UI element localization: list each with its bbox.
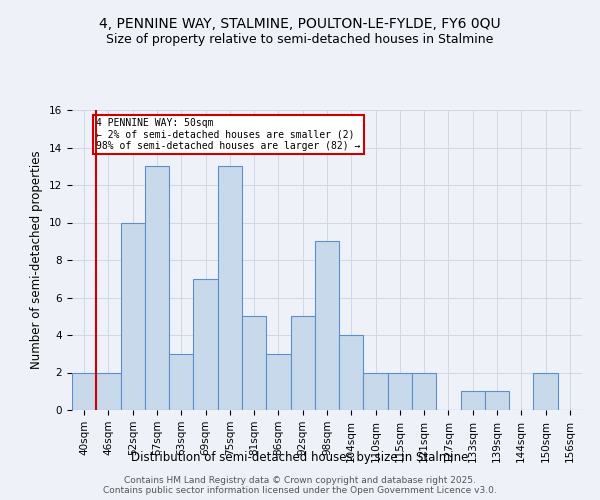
- Bar: [266, 354, 290, 410]
- Bar: [193, 279, 218, 410]
- Bar: [461, 391, 485, 410]
- Text: 4, PENNINE WAY, STALMINE, POULTON-LE-FYLDE, FY6 0QU: 4, PENNINE WAY, STALMINE, POULTON-LE-FYL…: [99, 18, 501, 32]
- Bar: [218, 166, 242, 410]
- Bar: [290, 316, 315, 410]
- Bar: [315, 242, 339, 410]
- Text: 4 PENNINE WAY: 50sqm
← 2% of semi-detached houses are smaller (2)
98% of semi-de: 4 PENNINE WAY: 50sqm ← 2% of semi-detach…: [96, 118, 361, 150]
- Bar: [412, 372, 436, 410]
- Bar: [533, 372, 558, 410]
- Bar: [388, 372, 412, 410]
- Text: Contains HM Land Registry data © Crown copyright and database right 2025.
Contai: Contains HM Land Registry data © Crown c…: [103, 476, 497, 495]
- Bar: [364, 372, 388, 410]
- Y-axis label: Number of semi-detached properties: Number of semi-detached properties: [31, 150, 43, 370]
- Bar: [242, 316, 266, 410]
- Bar: [145, 166, 169, 410]
- Bar: [169, 354, 193, 410]
- Text: Size of property relative to semi-detached houses in Stalmine: Size of property relative to semi-detach…: [106, 32, 494, 46]
- Text: Distribution of semi-detached houses by size in Stalmine: Distribution of semi-detached houses by …: [131, 451, 469, 464]
- Bar: [485, 391, 509, 410]
- Bar: [121, 222, 145, 410]
- Bar: [339, 335, 364, 410]
- Bar: [96, 372, 121, 410]
- Bar: [72, 372, 96, 410]
